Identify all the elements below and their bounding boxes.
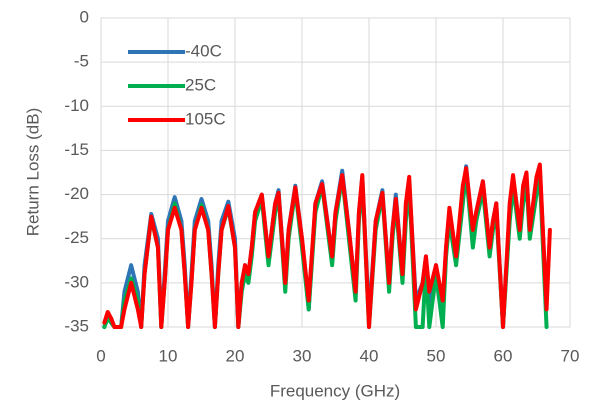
x-tick-label: 30 (293, 346, 312, 365)
plot-border (100, 17, 571, 328)
legend-label: 25C (185, 75, 216, 94)
y-tick-label: -10 (64, 96, 89, 115)
x-tick-label: 60 (494, 346, 513, 365)
y-tick-label: -5 (74, 52, 89, 71)
x-tick-label: 50 (427, 346, 446, 365)
y-tick-label: -35 (64, 316, 89, 335)
x-tick-label: 70 (561, 346, 580, 365)
y-tick-label: -25 (64, 228, 89, 247)
series-line (102, 162, 552, 329)
y-tick-label: -15 (64, 140, 89, 159)
legend-label: -40C (185, 41, 222, 60)
y-tick-label: 0 (80, 7, 89, 26)
x-tick-label: 0 (96, 346, 105, 365)
x-tick-label: 10 (159, 346, 178, 365)
x-tick-label: 40 (360, 346, 379, 365)
y-axis-label: Return Loss (dB) (23, 108, 42, 237)
x-axis-label: Frequency (GHz) (270, 381, 400, 400)
y-tick-label: -20 (64, 184, 89, 203)
legend-label: 105C (185, 109, 226, 128)
x-tick-label: 20 (226, 346, 245, 365)
y-tick-label: -30 (64, 272, 89, 291)
